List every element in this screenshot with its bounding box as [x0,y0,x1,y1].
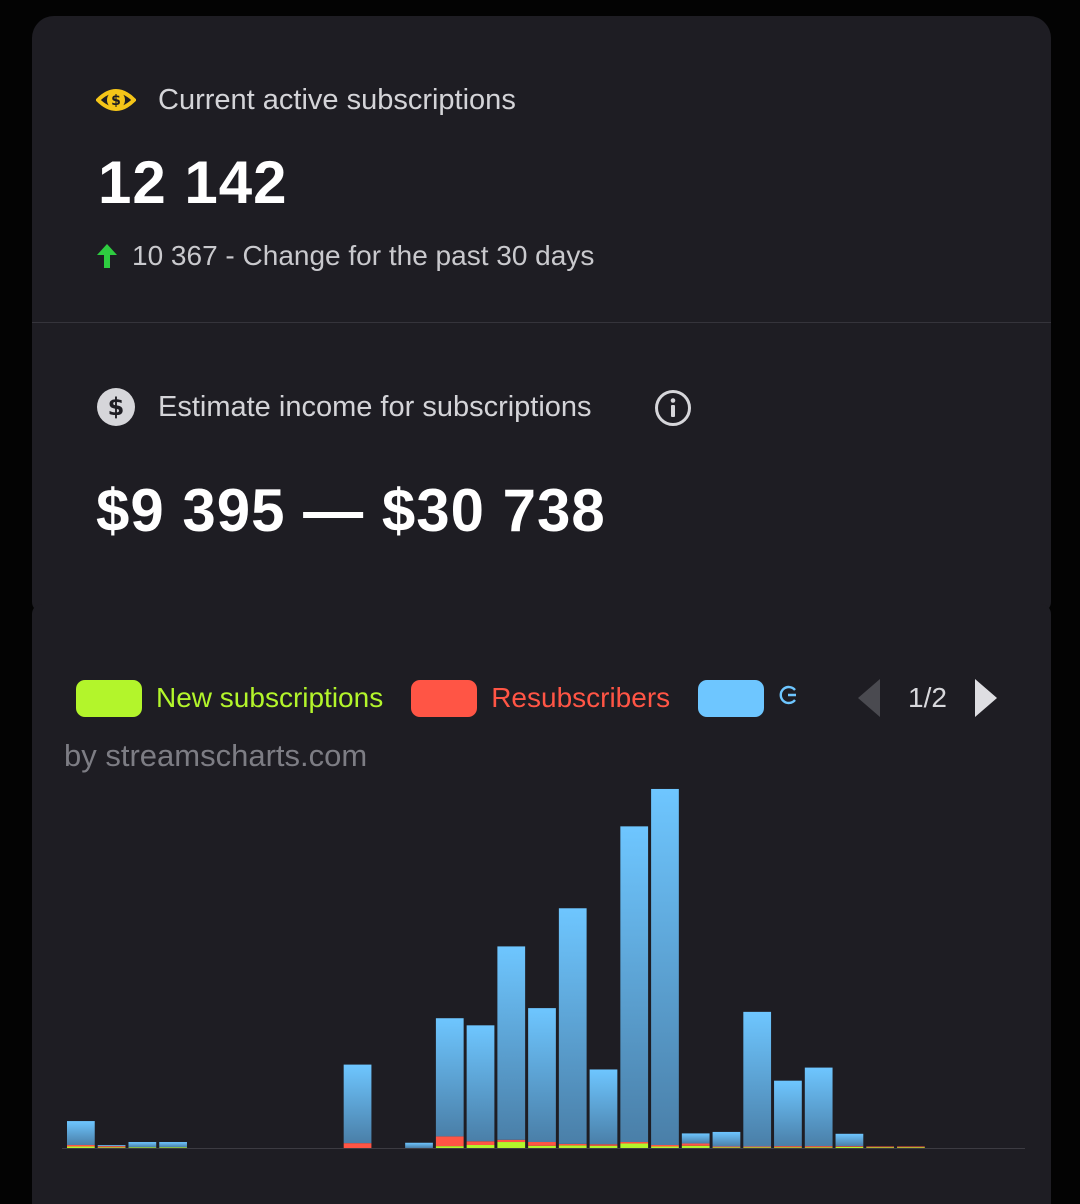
svg-text:$: $ [108,393,125,421]
bar-new-16[interactable] [558,1145,587,1148]
bar-gift-13[interactable] [466,1025,495,1142]
legend-label-resub: Resubscribers [491,682,671,713]
subscriptions-change: 10 367 - Change for the past 30 days [96,240,594,272]
bar-gift-23[interactable] [774,1080,802,1147]
divider [32,322,1051,323]
bar-gift-11[interactable] [405,1142,433,1148]
bar-resub-0[interactable] [67,1145,95,1147]
bar-gift-22[interactable] [743,1011,772,1147]
bar-resub-20[interactable] [681,1143,710,1146]
legend-item-new[interactable]: New subscriptions [76,679,384,717]
chart-card: New subscriptions Resubscribers 1/2 by s… [32,604,1051,1204]
income-row: $ Estimate income for subscriptions [96,387,592,427]
bar-gift-1[interactable] [97,1145,126,1147]
legend-swatch-resub [411,679,478,717]
bar-gift-9[interactable] [343,1064,372,1144]
svg-text:$: $ [111,93,121,109]
bar-new-15[interactable] [528,1145,556,1148]
stats-card: $ Current active subscriptions 12 142 10… [32,16,1051,612]
bar-new-17[interactable] [589,1145,618,1148]
legend-label-third-glyph [779,685,797,704]
bar-gift-19[interactable] [651,788,679,1146]
bar-resub-27[interactable] [897,1146,925,1148]
pager-prev-icon[interactable] [856,678,882,718]
bar-resub-1[interactable] [97,1146,126,1148]
bar-new-1[interactable] [97,1147,126,1148]
bar-gift-16[interactable] [558,908,587,1144]
bar-new-13[interactable] [466,1145,495,1148]
bar-new-26[interactable] [866,1147,895,1148]
bar-new-22[interactable] [743,1147,772,1148]
bar-resub-26[interactable] [866,1146,895,1148]
income-value: $9 395 — $30 738 [96,477,606,544]
bar-new-27[interactable] [897,1147,925,1148]
bar-resub-25[interactable] [835,1146,864,1147]
arrow-up-icon [97,244,117,268]
bar-new-18[interactable] [620,1143,649,1148]
bar-resub-13[interactable] [466,1141,495,1146]
legend-label-new: New subscriptions [156,682,384,713]
bar-gift-17[interactable] [589,1069,618,1145]
subscriptions-change-text: 10 367 - Change for the past 30 days [132,240,595,271]
bar-new-20[interactable] [681,1145,710,1148]
bar-resub-23[interactable] [774,1146,802,1148]
dollar-coin-icon: $ [97,388,135,426]
bar-new-19[interactable] [651,1146,679,1149]
bar-new-3[interactable] [159,1147,187,1148]
bar-resub-15[interactable] [528,1142,556,1146]
bar-resub-21[interactable] [712,1146,741,1148]
subscriptions-value: 12 142 [98,149,288,216]
income-label: Estimate income for subscriptions [158,390,592,423]
bar-new-23[interactable] [774,1147,802,1148]
bar-new-24[interactable] [804,1147,833,1148]
subscriptions-label: Current active subscriptions [158,83,516,116]
chart-legend: New subscriptions Resubscribers [76,678,832,718]
bar-gift-25[interactable] [835,1133,864,1147]
bar-gift-24[interactable] [804,1067,833,1147]
chart-credit: by streamscharts.com [64,738,368,773]
bar-new-14[interactable] [497,1142,526,1148]
bar-gift-18[interactable] [620,826,649,1143]
info-icon[interactable] [654,389,692,427]
bar-new-12[interactable] [435,1146,464,1148]
bar-resub-22[interactable] [743,1146,772,1148]
bar-gift-15[interactable] [528,1008,556,1143]
bar-resub-17[interactable] [589,1144,618,1146]
bar-gift-12[interactable] [435,1018,464,1137]
bar-resub-19[interactable] [651,1145,679,1147]
subscriptions-bar-chart [62,788,1025,1149]
bar-resub-9[interactable] [343,1143,372,1148]
bar-new-25[interactable] [835,1146,864,1148]
bar-gift-2[interactable] [128,1142,157,1148]
legend-swatch-third [698,679,765,717]
pager-next-icon[interactable] [973,678,999,718]
bar-resub-14[interactable] [497,1139,526,1143]
legend-item-third[interactable] [698,679,804,717]
bar-resub-16[interactable] [558,1143,587,1146]
bar-gift-0[interactable] [67,1121,95,1146]
bar-gift-14[interactable] [497,946,526,1140]
bar-gift-3[interactable] [159,1142,187,1148]
pager-text: 1/2 [908,682,947,713]
bar-new-2[interactable] [128,1147,157,1148]
eye-coin-icon: $ [96,89,136,111]
legend-item-resub[interactable]: Resubscribers [411,679,671,717]
bar-gift-21[interactable] [712,1131,741,1147]
bar-gift-20[interactable] [681,1133,710,1144]
bar-resub-12[interactable] [435,1136,464,1147]
bar-resub-24[interactable] [804,1146,833,1148]
subscriptions-row: $ Current active subscriptions [96,80,516,120]
bar-new-21[interactable] [712,1147,741,1148]
legend-swatch-new [76,679,142,717]
bar-resub-18[interactable] [620,1142,649,1144]
legend-label-third-clipped [778,681,804,716]
legend-pager: 1/2 [856,678,999,718]
bar-new-0[interactable] [67,1146,95,1149]
